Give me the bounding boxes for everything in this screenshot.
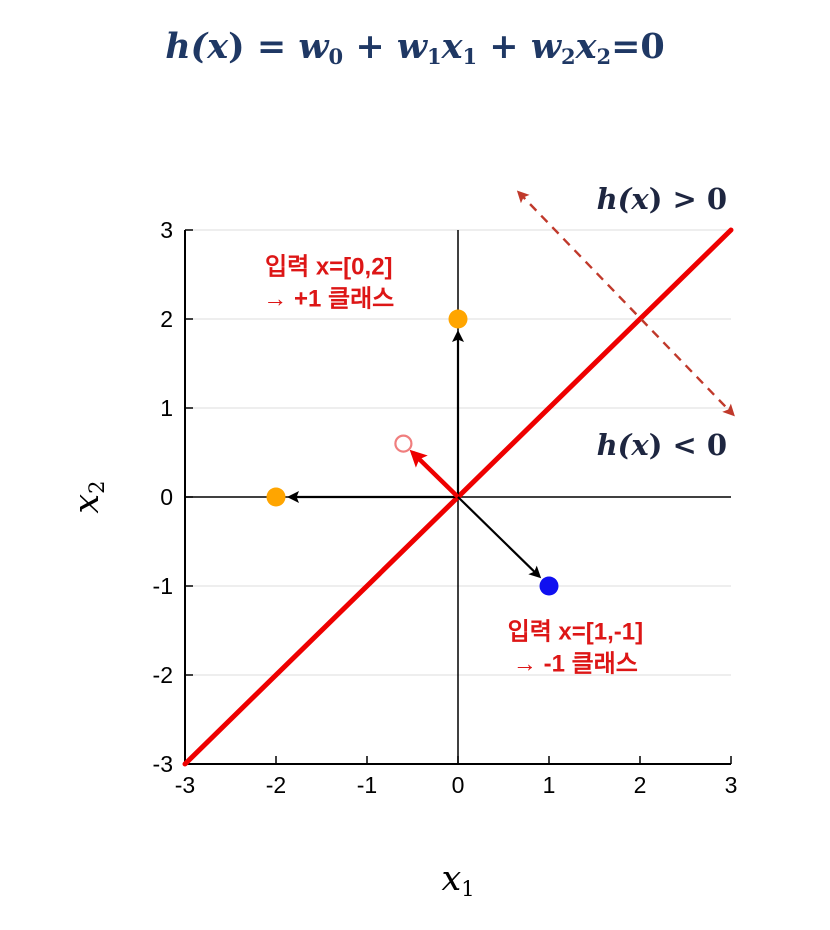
annotation-plus-one-class: 입력 x=[0,2] → +1 클래스	[263, 252, 394, 315]
data-point	[448, 309, 468, 329]
x-tick-label: 1	[543, 772, 556, 798]
annotation-input-line: 입력 x=[1,-1]	[507, 618, 644, 646]
weight-point-open-circle	[394, 434, 413, 453]
y-tick-label: 2	[160, 306, 173, 332]
annotation-class-line: → -1 클래스	[512, 650, 638, 678]
x-axis-label: x1	[441, 859, 475, 901]
y-tick-label: -2	[153, 662, 173, 688]
region-label-h-positive: h(x) > 0	[596, 181, 728, 216]
annotation-input-line: 입력 x=[0,2]	[264, 253, 393, 281]
x-tick-label: 3	[725, 772, 738, 798]
x-tick-label: 2	[634, 772, 647, 798]
x-tick-label: -2	[266, 772, 286, 798]
annotation-class-line: → +1 클래스	[263, 285, 395, 313]
x-tick-label: 0	[452, 772, 465, 798]
y-tick-label: 3	[160, 217, 173, 243]
weight-vector-arrow	[409, 449, 460, 499]
y-tick-label: -3	[153, 751, 173, 777]
region-label-h-negative: h(x) < 0	[596, 428, 728, 463]
normal-direction-dashed-arrow	[516, 190, 735, 417]
annotation-minus-one-class: 입력 x=[1,-1] → -1 클래스	[508, 617, 644, 680]
data-point	[266, 487, 286, 507]
data-point	[539, 576, 559, 596]
input-vector-arrow	[457, 496, 542, 579]
x-tick-label: -1	[357, 772, 377, 798]
equation-title: h(x) = w0 + w1x1 + w2x2=0	[165, 26, 665, 69]
y-tick-label: -1	[153, 573, 173, 599]
y-axis-label: x2	[67, 480, 109, 514]
y-tick-label: 0	[160, 484, 173, 510]
x-tick-label: -3	[175, 772, 195, 798]
y-tick-label: 1	[160, 395, 173, 421]
